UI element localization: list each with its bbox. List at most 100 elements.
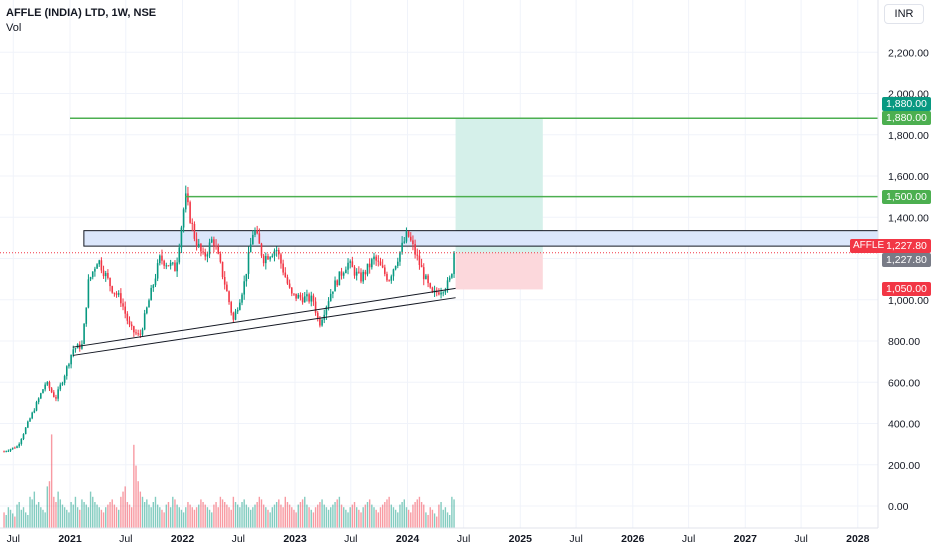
candle-body	[267, 256, 269, 260]
volume-bar	[368, 499, 371, 528]
volume-indicator-label[interactable]: Vol	[6, 22, 22, 34]
volume-bar	[135, 465, 137, 528]
volume-bar	[288, 504, 291, 528]
candle-body	[148, 300, 150, 308]
volume-bar	[310, 509, 312, 528]
candle-body	[223, 277, 226, 285]
candle-body	[100, 260, 103, 271]
y-tick-label: 600.00	[888, 377, 920, 389]
volume-bar	[161, 509, 163, 528]
y-tick-label: 1,600.00	[888, 171, 929, 183]
volume-bar	[228, 507, 230, 528]
candle-body	[70, 354, 72, 365]
volume-bar	[431, 509, 434, 528]
volume-bar	[33, 491, 36, 528]
volume-bar	[282, 507, 284, 528]
candle-body	[184, 193, 187, 210]
volume-bar	[98, 507, 100, 528]
volume-bar	[236, 504, 239, 528]
candle-body	[256, 230, 258, 234]
candle-body	[169, 262, 172, 266]
volume-bar	[247, 507, 250, 528]
candle-body	[260, 243, 263, 256]
volume-bars	[3, 434, 455, 528]
volume-bar	[280, 504, 282, 528]
candle-body	[362, 271, 364, 282]
candle-body	[150, 287, 152, 301]
volume-bar	[224, 502, 226, 528]
candle-body	[377, 260, 380, 262]
volume-bar	[301, 499, 304, 528]
x-tick-label: Jul	[344, 533, 357, 545]
volume-bar	[358, 509, 360, 528]
volume-bar	[243, 499, 245, 528]
volume-bar	[232, 496, 235, 528]
volume-bar	[79, 509, 81, 528]
volume-bar	[150, 507, 152, 528]
volume-bar	[245, 504, 248, 528]
x-axis[interactable]: Jul 2021 Jul 2022 Jul 2023 Jul 2024 Jul 2025 Jul 20…	[0, 527, 878, 545]
volume-bar	[102, 512, 105, 528]
candle-body	[314, 301, 317, 313]
drawings-back[interactable]	[83, 118, 879, 290]
candle-body	[11, 447, 14, 450]
candle-body	[234, 311, 237, 320]
volume-bar	[351, 504, 354, 528]
volume-bar	[27, 515, 29, 528]
candle-body	[366, 263, 369, 275]
y-tick-label: 1,400.00	[888, 212, 929, 224]
candle-body	[180, 227, 183, 248]
candle-body	[59, 384, 62, 390]
volume-bar	[174, 499, 176, 528]
candle-body	[239, 302, 241, 310]
candle-body	[249, 244, 252, 253]
candle-body	[254, 230, 256, 235]
candle-body	[61, 382, 64, 385]
x-tick-label: 2024	[396, 533, 420, 545]
candle-body	[265, 256, 267, 264]
candle-body	[139, 333, 142, 335]
candle-body	[386, 273, 388, 281]
candle-body	[228, 291, 230, 303]
candle-body	[273, 250, 276, 256]
x-tick-label: Jul	[7, 533, 20, 545]
volume-bar	[68, 512, 70, 528]
volume-bar	[306, 504, 308, 528]
candle-body	[104, 273, 107, 277]
candle-body	[312, 295, 315, 302]
volume-bar	[269, 512, 271, 528]
volume-bar	[390, 504, 393, 528]
volume-bar	[362, 507, 364, 528]
volume-bar	[234, 502, 237, 528]
volume-bar	[159, 507, 161, 528]
symbol-price-tag: AFFLE	[850, 238, 888, 253]
candle-body	[215, 245, 217, 247]
x-tick-label: Jul	[794, 533, 807, 545]
candle-body	[63, 376, 66, 383]
grid	[0, 0, 878, 528]
candle-body	[401, 242, 403, 252]
price-label: 1,050.00	[882, 282, 931, 297]
candle-body	[252, 234, 254, 245]
volume-bar	[427, 515, 429, 528]
candle-body	[349, 261, 351, 263]
currency-button[interactable]: INR	[884, 4, 924, 24]
candle-body	[310, 295, 313, 302]
candle-body	[33, 410, 36, 413]
candle-body	[191, 222, 194, 224]
candle-body	[306, 294, 308, 297]
candle-body	[407, 231, 410, 237]
volume-bar	[366, 502, 369, 528]
drawings-front[interactable]	[0, 117, 878, 356]
candle-body	[42, 389, 44, 394]
candle-body	[271, 255, 274, 258]
volume-bar	[31, 499, 33, 528]
volume-bar	[63, 507, 66, 528]
candle-body	[325, 306, 328, 315]
volume-bar	[258, 496, 261, 528]
volume-bar	[143, 502, 146, 528]
candle-body	[200, 243, 202, 252]
volume-bar	[397, 512, 399, 528]
